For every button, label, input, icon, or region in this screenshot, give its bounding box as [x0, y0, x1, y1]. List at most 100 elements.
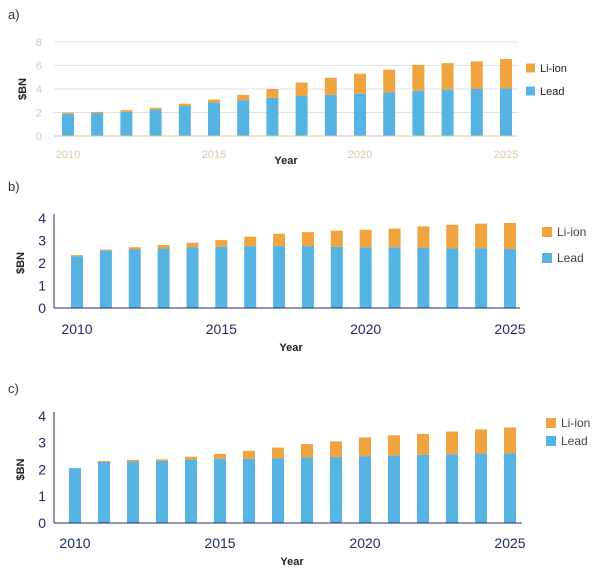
bar-liion-2011: [98, 460, 110, 463]
y-tick-label: 3: [38, 435, 46, 451]
bar-liion-2010: [71, 255, 83, 257]
bar-liion-2012: [128, 247, 141, 250]
y-tick-label: 2: [38, 461, 46, 477]
legend: Li-ion Lead: [542, 225, 586, 265]
bar-lead-2013: [149, 109, 162, 136]
bar-liion-2020: [354, 73, 366, 94]
chart-panel-c: c) 0 1 2 3 4 2010 2015 2020 2025 Year $BN Li-ion Lead: [8, 381, 590, 568]
bar-lead-2025: [504, 249, 516, 308]
bar-liion-2016: [237, 94, 250, 101]
bar-liion-2018: [295, 82, 308, 97]
bar-liion-2017: [272, 447, 284, 459]
bar-liion-2020: [359, 437, 371, 457]
bar-liion-2013: [157, 245, 170, 249]
y-tick-label: 2: [36, 107, 42, 119]
bar-lead-2022: [417, 454, 429, 523]
legend-swatch-liion: [546, 418, 556, 428]
x-tick-label: 2025: [494, 535, 525, 551]
x-tick-label: 2020: [350, 321, 381, 337]
bar-liion-2016: [243, 450, 255, 459]
bar-liion-2019: [330, 230, 343, 247]
x-axis-title: Year: [274, 155, 298, 167]
bar-liion-2023: [446, 431, 458, 455]
bar-lead-2011: [98, 462, 110, 523]
y-axis-title: $BN: [15, 458, 27, 480]
bar-lead-2013: [156, 460, 168, 523]
bar-liion-2023: [441, 63, 454, 90]
bar-liion-2014: [185, 456, 197, 460]
bar-lead-2024: [470, 89, 483, 136]
bar-lead-2016: [243, 458, 255, 523]
bar-liion-2021: [383, 69, 396, 93]
bar-liion-2012: [120, 110, 133, 112]
bar-lead-2019: [330, 246, 343, 308]
x-tick-label: 2015: [204, 535, 235, 551]
legend: Li-ion Lead: [546, 416, 590, 448]
y-tick-label: 2: [38, 255, 46, 271]
bar-lead-2023: [441, 89, 454, 136]
bar-lead-2014: [178, 106, 191, 136]
bar-liion-2025: [500, 59, 512, 89]
bar-lead-2024: [475, 453, 487, 523]
y-tick-label: 1: [38, 277, 46, 293]
y-tick-label: 6: [36, 60, 42, 72]
bar-lead-2017: [266, 97, 279, 136]
bar-lead-2023: [446, 248, 459, 308]
bar-lead-2024: [475, 248, 488, 308]
bar-liion-2024: [470, 61, 483, 89]
bar-lead-2012: [127, 461, 139, 523]
x-tick-label: 2010: [56, 149, 80, 161]
legend-swatch-liion: [542, 227, 552, 237]
bar-lead-2012: [128, 249, 141, 308]
legend-label-lead: Lead: [540, 86, 564, 98]
bar-liion-2025: [504, 222, 516, 250]
chart-panel-a: a) 0 2 4 6 8 2010 2015 2020 2025 Year $BN Li-ion Lead: [8, 7, 567, 167]
x-tick-label: 2010: [61, 321, 92, 337]
panel-label: a): [8, 7, 20, 22]
bar-lead-2018: [301, 457, 313, 523]
y-tick-label: 3: [38, 232, 46, 248]
legend-label-lead: Lead: [557, 251, 584, 265]
x-tick-label: 2025: [494, 149, 518, 161]
bar-lead-2020: [359, 247, 372, 308]
bar-lead-2019: [330, 456, 342, 523]
bar-lead-2023: [446, 454, 458, 523]
bar-lead-2011: [91, 113, 104, 136]
panel-label: b): [8, 179, 20, 194]
bar-lead-2017: [272, 458, 284, 523]
bar-liion-2013: [156, 459, 168, 461]
bar-liion-2019: [330, 441, 342, 457]
bar-liion-2020: [359, 229, 372, 248]
bar-lead-2017: [273, 246, 286, 308]
bar-liion-2011: [99, 249, 112, 251]
bar-liion-2021: [388, 435, 400, 456]
legend-swatch-lead: [542, 253, 552, 263]
legend-label-lead: Lead: [561, 434, 588, 448]
x-tick-label: 2015: [206, 321, 237, 337]
bar-lead-2022: [417, 247, 430, 308]
bar-lead-2019: [324, 94, 337, 136]
bar-lead-2010: [62, 113, 74, 136]
y-tick-label: 8: [36, 37, 42, 49]
bar-lead-2010: [69, 468, 81, 523]
y-tick-label: 0: [36, 131, 42, 143]
bar-liion-2017: [273, 233, 286, 247]
y-tick-label: 4: [38, 408, 46, 424]
x-axis-title: Year: [279, 342, 303, 354]
legend-swatch-lead: [526, 86, 535, 96]
legend-swatch-lead: [546, 436, 556, 446]
bar-lead-2013: [157, 248, 170, 308]
x-tick-label: 2020: [349, 535, 380, 551]
bar-lead-2018: [301, 246, 314, 308]
bar-liion-2022: [412, 64, 425, 91]
bar-liion-2018: [301, 232, 314, 247]
bar-lead-2021: [383, 92, 396, 136]
bar-liion-2010: [62, 112, 74, 114]
x-axis-title: Year: [280, 556, 304, 568]
bar-lead-2014: [186, 247, 199, 308]
legend-label-liion: Li-ion: [557, 225, 586, 239]
panel-label: c): [8, 381, 19, 396]
bar-lead-2015: [214, 458, 226, 523]
y-tick-label: 4: [36, 84, 42, 96]
